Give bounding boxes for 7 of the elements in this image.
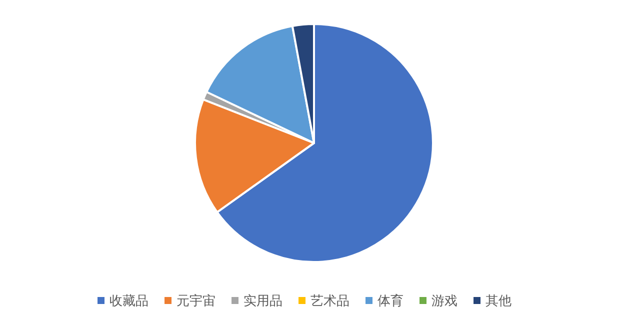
legend-label: 游戏 [432,294,458,309]
legend-label: 其他 [486,294,512,309]
legend-label: 艺术品 [310,294,350,309]
legend-label: 元宇宙 [176,293,216,309]
legend-label: 实用品 [244,294,282,309]
legend-label: 收藏品 [110,294,148,309]
legend-label: 体育 [378,293,404,309]
